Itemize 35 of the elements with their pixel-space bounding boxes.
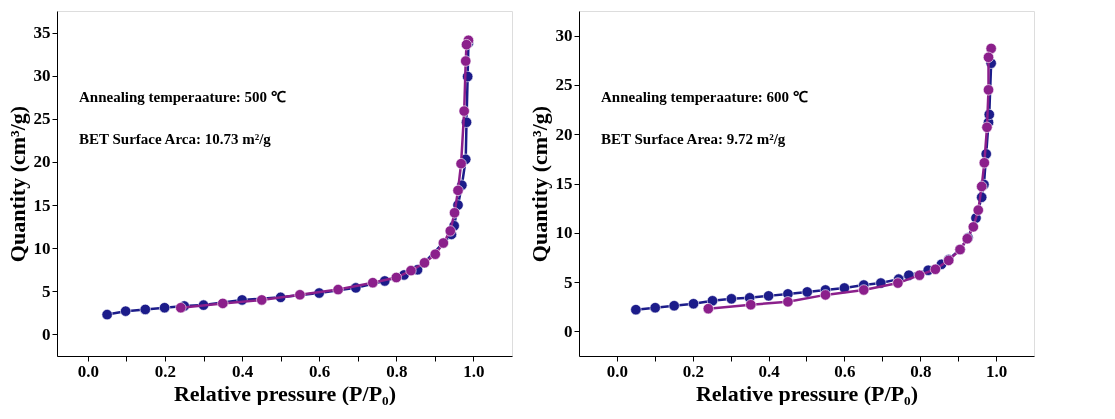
x-tick-label: 0.0 xyxy=(77,361,99,381)
y-tick-label: 10 xyxy=(555,223,573,243)
y-tick-label: 10 xyxy=(33,238,51,258)
y-tick-label: 20 xyxy=(555,124,573,144)
x-tick-label: 0.8 xyxy=(910,361,932,381)
x-tick-label: 0.6 xyxy=(834,361,856,381)
y-tick-label: 25 xyxy=(33,109,51,129)
y-tick-label: 15 xyxy=(33,195,51,215)
x-tick-label: 0.0 xyxy=(606,361,629,381)
x-tick-label: 0.4 xyxy=(231,361,254,381)
x-axis-title: Relative pressure (P/P₀) xyxy=(173,380,397,406)
y-tick-label: 15 xyxy=(555,174,573,193)
y-axis-title: Quantity (cm³/g) xyxy=(526,105,552,263)
y-tick-label: 30 xyxy=(33,66,51,86)
x-axis-title: Relative pressure (P/P₀) xyxy=(695,380,919,406)
annotation: Annealing temperaature: 500 ℃ xyxy=(79,89,286,105)
y-tick-label: 20 xyxy=(33,152,51,172)
y-tick-label: 5 xyxy=(564,272,573,292)
x-tick-label: 1.0 xyxy=(985,361,1008,381)
y-axis-title: Quantity (cm³/g) xyxy=(4,105,30,263)
x-tick-label: 0.2 xyxy=(682,361,704,381)
y-tick-label: 5 xyxy=(42,281,51,301)
annotation: Annealing temperaature: 600 ℃ xyxy=(601,89,808,105)
annotation: BET Surface Arca: 10.73 m²/g xyxy=(79,131,272,147)
y-tick-label: 0 xyxy=(42,324,51,344)
x-tick-label: 0.4 xyxy=(758,361,781,381)
y-tick-label: 0 xyxy=(564,321,573,341)
x-tick-label: 0.6 xyxy=(309,361,331,381)
x-tick-label: 0.8 xyxy=(386,361,408,381)
x-tick-label: 0.2 xyxy=(154,361,177,381)
x-tick-label: 1.0 xyxy=(463,361,485,381)
y-tick-label: 35 xyxy=(33,23,51,43)
annotation: BET Surface Area: 9.72 m²/g xyxy=(601,131,786,147)
y-tick-label: 25 xyxy=(555,75,573,95)
y-tick-label: 30 xyxy=(555,26,573,46)
